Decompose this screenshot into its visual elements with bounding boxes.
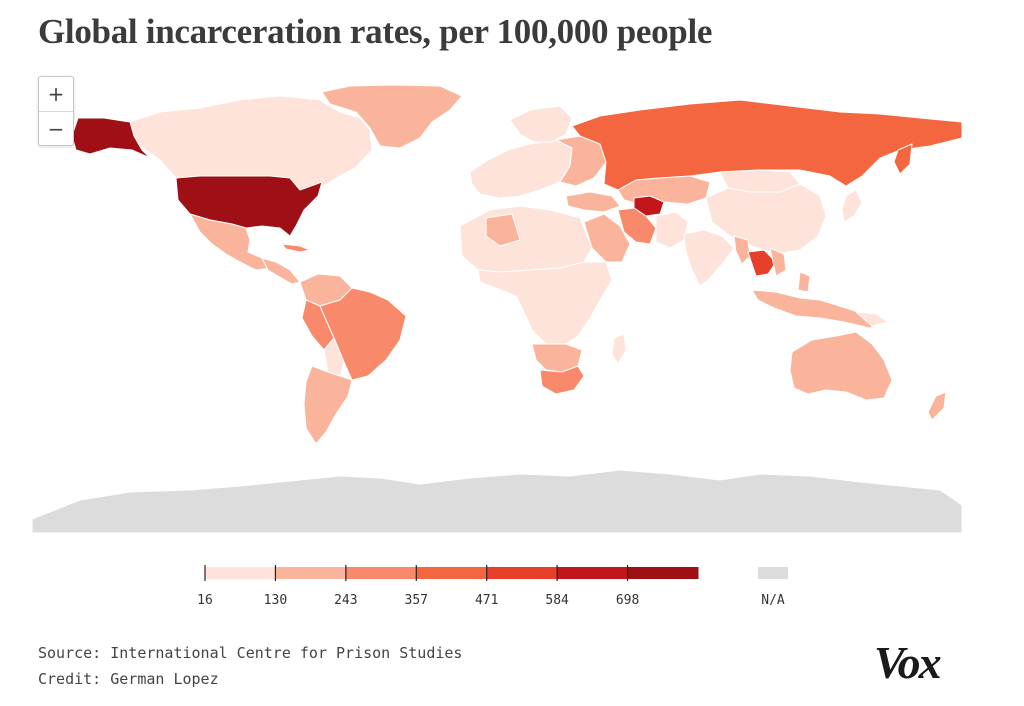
credit-value: German Lopez	[110, 670, 219, 688]
legend-bin	[416, 567, 488, 579]
legend-tick-label: 471	[475, 593, 498, 608]
region-south-africa[interactable]	[539, 365, 585, 395]
region-myanmar[interactable]	[733, 235, 751, 265]
region-philippines[interactable]	[797, 271, 811, 293]
legend-na-label: N/A	[761, 593, 785, 608]
region-central-america[interactable]	[261, 257, 301, 285]
world-choropleth-map[interactable]	[30, 80, 962, 535]
region-turkey-caucasus[interactable]	[565, 191, 621, 213]
region-madagascar[interactable]	[611, 333, 627, 365]
credit-line: Credit: German Lopez	[38, 666, 462, 692]
legend-tick-label: 243	[334, 593, 357, 608]
region-algeria[interactable]	[485, 213, 521, 247]
zoom-out-button[interactable]: −	[39, 111, 73, 145]
legend-tick-label: 698	[616, 593, 639, 608]
legend-tick-label: 130	[264, 593, 287, 608]
region-scandinavia[interactable]	[509, 105, 573, 143]
zoom-control: + −	[38, 76, 74, 146]
region-canada[interactable]	[129, 95, 373, 191]
map-title: Global incarceration rates, per 100,000 …	[38, 12, 713, 51]
legend-color-bins	[205, 567, 699, 579]
region-north-africa[interactable]	[459, 205, 593, 273]
region-central-africa[interactable]	[477, 261, 613, 345]
region-afghanistan-pakistan[interactable]	[655, 211, 689, 249]
region-malaysia-indonesia[interactable]	[751, 289, 881, 329]
footer-credits: Source: International Centre for Prison …	[38, 640, 462, 692]
legend-na-swatch	[758, 567, 788, 579]
credit-label: Credit:	[38, 670, 102, 688]
region-thailand[interactable]	[747, 249, 777, 277]
legend-tick-marks	[204, 565, 629, 581]
region-india[interactable]	[683, 229, 735, 287]
region-western-europe[interactable]	[469, 139, 573, 199]
legend-tick-label: 16	[197, 593, 213, 608]
region-kamchatka[interactable]	[893, 143, 913, 175]
source-line: Source: International Centre for Prison …	[38, 640, 462, 666]
region-russia[interactable]	[571, 99, 962, 191]
region-australia[interactable]	[789, 331, 893, 401]
source-value: International Centre for Prison Studies	[110, 644, 463, 662]
region-new-zealand[interactable]	[927, 391, 947, 421]
legend-bin	[345, 567, 417, 579]
region-japan[interactable]	[841, 189, 863, 223]
region-papua[interactable]	[855, 311, 889, 327]
region-antarctica[interactable]	[31, 469, 962, 534]
legend-tick-label: 584	[545, 593, 569, 608]
region-alaska[interactable]	[71, 117, 151, 159]
region-argentina[interactable]	[303, 365, 353, 445]
legend-bin	[486, 567, 558, 579]
region-arabia[interactable]	[583, 213, 631, 263]
legend-tick-label: 357	[405, 593, 428, 608]
region-vietnam[interactable]	[769, 247, 787, 277]
region-bolivia-paraguay[interactable]	[323, 337, 345, 377]
source-label: Source:	[38, 644, 102, 662]
region-greenland[interactable]	[321, 84, 463, 149]
vox-logo: Vox	[874, 637, 942, 688]
legend-bin	[627, 567, 699, 579]
legend-bin	[205, 567, 276, 579]
legend-tick-labels: 16 130 243 357 471 584 698	[197, 593, 639, 608]
region-caribbean[interactable]	[281, 243, 311, 253]
zoom-in-button[interactable]: +	[47, 82, 65, 106]
region-iran[interactable]	[617, 207, 657, 245]
legend-bin	[557, 567, 629, 579]
legend-bin	[275, 567, 347, 579]
